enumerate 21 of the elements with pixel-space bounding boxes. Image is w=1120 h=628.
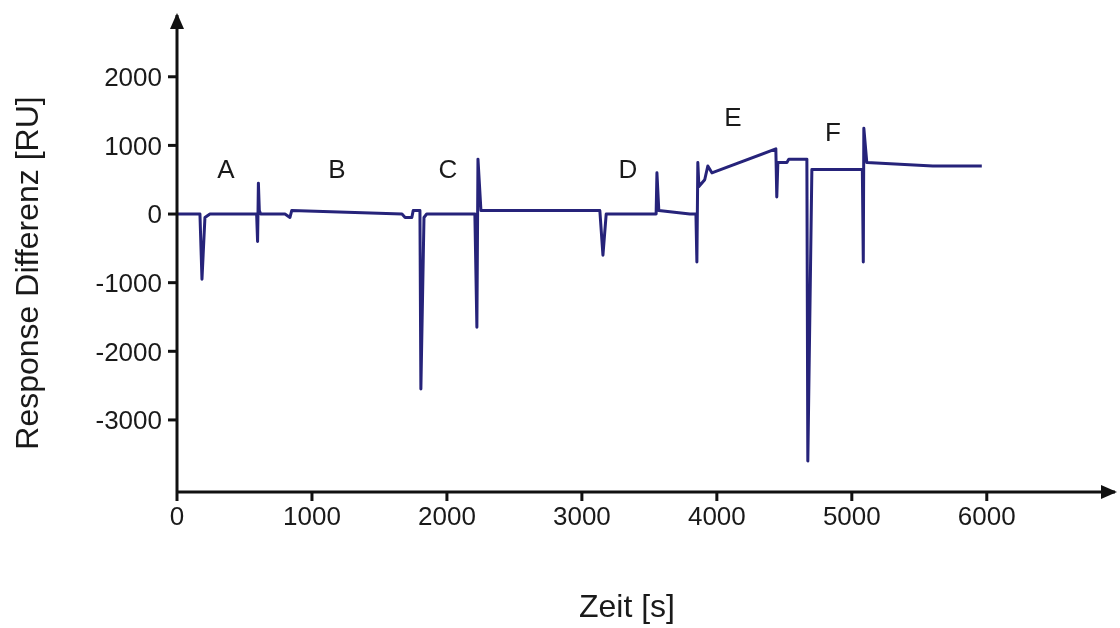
y-tick-label: -3000 bbox=[95, 405, 162, 436]
x-tick-label: 1000 bbox=[283, 501, 341, 532]
annotation: A bbox=[217, 154, 236, 184]
y-tick-label: -1000 bbox=[95, 267, 162, 298]
x-tick-label: 2000 bbox=[418, 501, 476, 532]
annotation: D bbox=[618, 154, 638, 184]
y-tick-label: 1000 bbox=[104, 130, 162, 161]
x-tick-label: 0 bbox=[169, 501, 185, 532]
x-tick-label: 6000 bbox=[957, 501, 1016, 532]
x-tick-label: 3000 bbox=[552, 501, 611, 532]
annotation: E bbox=[724, 102, 742, 132]
y-tick-label: 0 bbox=[147, 199, 162, 230]
y-tick-label: -2000 bbox=[95, 336, 162, 367]
annotation: C bbox=[438, 154, 458, 184]
annotation: F bbox=[825, 117, 841, 147]
x-axis-title: Zeit [s] bbox=[578, 588, 676, 624]
x-tick-label: 4000 bbox=[687, 501, 746, 532]
y-axis-title: Response Differenz [RU] bbox=[9, 96, 45, 450]
x-tick-label: 5000 bbox=[822, 501, 881, 532]
y-tick-label: 2000 bbox=[104, 62, 162, 92]
annotation: B bbox=[328, 154, 346, 184]
